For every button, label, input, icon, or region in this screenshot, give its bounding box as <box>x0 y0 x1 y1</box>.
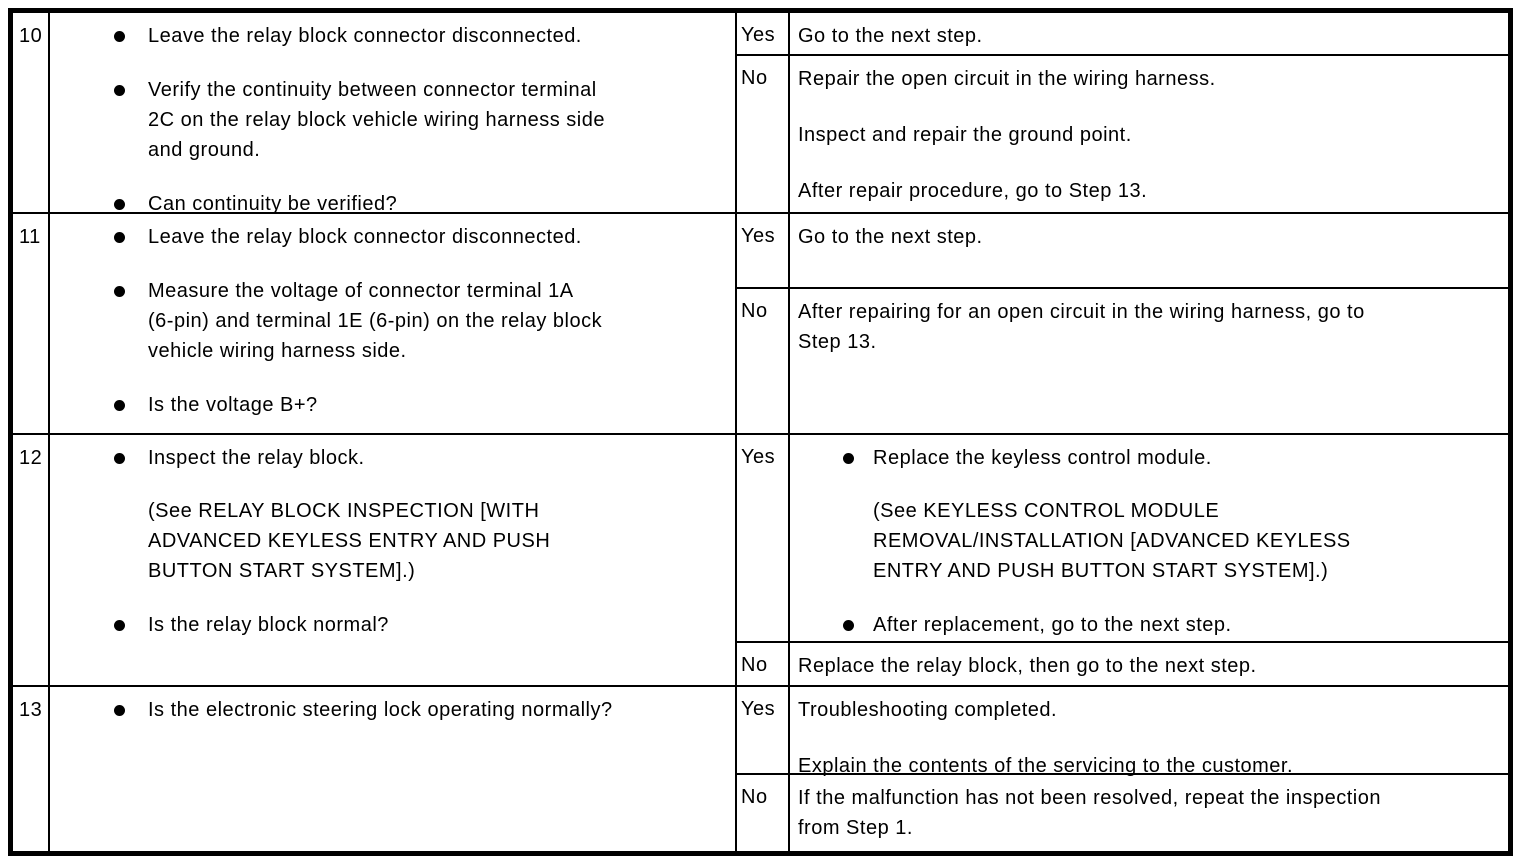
bullet-icon <box>114 695 148 725</box>
answer-cell: No <box>737 643 790 685</box>
action-text: Measure the voltage of connector termina… <box>148 280 603 362</box>
result-cell: Replace the keyless control module. (See… <box>790 435 1508 641</box>
action-text: Leave the relay block connector disconne… <box>148 226 582 248</box>
answer-cell: No <box>737 289 790 433</box>
outcome-row-yes: Yes Go to the next step. <box>737 214 1508 289</box>
action-text: Is the relay block normal? <box>148 614 389 636</box>
bullet-icon <box>114 222 148 252</box>
action-text: Inspect the relay block. <box>148 447 365 469</box>
action-text: Can continuity be verified? <box>148 193 398 215</box>
bullet-icon <box>114 610 148 640</box>
step-row: 13 Is the electronic steering lock opera… <box>13 687 1508 851</box>
answer-label: Yes <box>741 446 776 468</box>
result-cell: If the malfunction has not been resolved… <box>790 775 1508 851</box>
outcome-column: Yes Go to the next step. No After repair… <box>737 214 1508 433</box>
action-item: Is the relay block normal? <box>50 610 729 640</box>
bullet-icon <box>843 610 873 640</box>
step-number: 13 <box>19 699 43 721</box>
step-row: 11 Leave the relay block connector disco… <box>13 214 1508 435</box>
step-number: 10 <box>19 25 43 47</box>
outcome-column: Yes Go to the next step. No Repair the o… <box>737 13 1508 212</box>
result-text: After repair procedure, go to Step 13. <box>798 180 1148 202</box>
action-item: Is the voltage B+? <box>50 390 729 420</box>
result-text: After replacement, go to the next step. <box>873 614 1232 636</box>
result-item: Replace the keyless control module. (See… <box>798 443 1498 586</box>
result-text: If the malfunction has not been resolved… <box>798 787 1381 839</box>
result-text: Explain the contents of the servicing to… <box>798 755 1294 777</box>
step-number-cell: 10 <box>13 13 50 212</box>
result-text: After repairing for an open circuit in t… <box>798 301 1365 353</box>
action-cell: Leave the relay block connector disconne… <box>50 13 737 215</box>
answer-cell: Yes <box>737 435 790 641</box>
bullet-icon <box>114 390 148 420</box>
outcome-row-yes: Yes Go to the next step. <box>737 13 1508 56</box>
bullet-icon <box>114 443 148 586</box>
outcome-column: Yes Troubleshooting completed. Explain t… <box>737 687 1508 851</box>
answer-label: No <box>741 654 768 676</box>
answer-label: Yes <box>741 698 776 720</box>
result-text: Troubleshooting completed. <box>798 699 1058 721</box>
result-cell: Go to the next step. <box>790 214 1508 287</box>
outcome-row-no: No If the malfunction has not been resol… <box>737 775 1508 851</box>
action-item: Verify the continuity between connector … <box>50 75 729 165</box>
result-text: Replace the relay block, then go to the … <box>798 655 1257 677</box>
action-item: Leave the relay block connector disconne… <box>50 21 729 51</box>
action-item: Measure the voltage of connector termina… <box>50 276 729 366</box>
bullet-icon <box>114 276 148 366</box>
action-text: Verify the continuity between connector … <box>148 79 605 161</box>
result-item: After replacement, go to the next step. <box>798 610 1498 640</box>
bullet-icon <box>114 21 148 51</box>
action-text: Is the electronic steering lock operatin… <box>148 699 613 721</box>
result-text: Go to the next step. <box>798 25 983 47</box>
result-reference-note: (See KEYLESS CONTROL MODULE REMOVAL/INST… <box>873 500 1351 582</box>
step-number: 11 <box>19 226 41 248</box>
troubleshooting-table: 10 Leave the relay block connector disco… <box>8 8 1513 856</box>
result-cell: Go to the next step. <box>790 13 1508 54</box>
outcome-row-no: No After repairing for an open circuit i… <box>737 289 1508 433</box>
result-cell: Troubleshooting completed. Explain the c… <box>790 687 1508 777</box>
action-item: Inspect the relay block. (See RELAY BLOC… <box>50 443 729 586</box>
result-text: Replace the keyless control module. <box>873 447 1212 469</box>
answer-label: Yes <box>741 225 776 247</box>
result-cell: After repairing for an open circuit in t… <box>790 289 1508 433</box>
answer-cell: Yes <box>737 687 790 773</box>
answer-label: No <box>741 786 768 808</box>
step-row: 12 Inspect the relay block. (See RELAY B… <box>13 435 1508 687</box>
outcome-row-yes: Yes Replace the keyless control module. … <box>737 435 1508 643</box>
action-text: Is the voltage B+? <box>148 394 318 416</box>
outcome-row-no: No Replace the relay block, then go to t… <box>737 643 1508 685</box>
action-item: Is the electronic steering lock operatin… <box>50 695 729 725</box>
step-number-cell: 12 <box>13 435 50 685</box>
result-text: Go to the next step. <box>798 226 983 248</box>
action-reference-note: (See RELAY BLOCK INSPECTION [WITH ADVANC… <box>148 500 551 582</box>
outcome-column: Yes Replace the keyless control module. … <box>737 435 1508 685</box>
step-number-cell: 11 <box>13 214 50 433</box>
action-cell: Is the electronic steering lock operatin… <box>50 687 737 851</box>
answer-cell: Yes <box>737 13 790 54</box>
answer-cell: Yes <box>737 214 790 287</box>
outcome-row-no: No Repair the open circuit in the wiring… <box>737 56 1508 212</box>
step-number: 12 <box>19 447 43 469</box>
step-row: 10 Leave the relay block connector disco… <box>13 13 1508 215</box>
answer-cell: No <box>737 775 790 851</box>
answer-label: Yes <box>741 24 776 46</box>
result-cell: Repair the open circuit in the wiring ha… <box>790 56 1508 212</box>
action-text: Leave the relay block connector disconne… <box>148 25 582 47</box>
answer-cell: No <box>737 56 790 212</box>
step-number-cell: 13 <box>13 687 50 851</box>
answer-label: No <box>741 67 768 89</box>
result-cell: Replace the relay block, then go to the … <box>790 643 1508 685</box>
action-cell: Inspect the relay block. (See RELAY BLOC… <box>50 435 737 685</box>
result-text: Inspect and repair the ground point. <box>798 124 1132 146</box>
action-item: Leave the relay block connector disconne… <box>50 222 729 252</box>
bullet-icon <box>114 75 148 165</box>
action-cell: Leave the relay block connector disconne… <box>50 214 737 433</box>
result-text: Repair the open circuit in the wiring ha… <box>798 68 1216 90</box>
bullet-icon <box>843 443 873 586</box>
answer-label: No <box>741 300 768 322</box>
action-item: Can continuity be verified? <box>50 189 729 219</box>
outcome-row-yes: Yes Troubleshooting completed. Explain t… <box>737 687 1508 777</box>
